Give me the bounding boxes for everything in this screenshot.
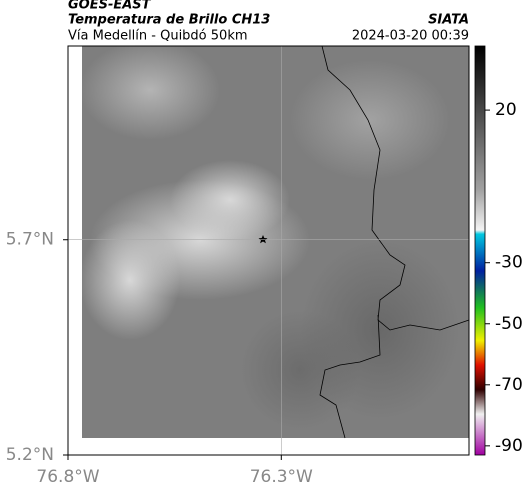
- colorbar-tick-label: -70: [495, 375, 523, 395]
- location-marker: [258, 235, 268, 244]
- colorbar-tick-label: -50: [495, 314, 523, 334]
- boundary: [319, 45, 470, 439]
- colorbar: [474, 45, 486, 456]
- x-tick-label: 76.8°W: [36, 467, 99, 487]
- source: SIATA: [428, 13, 469, 28]
- colorbar-tick-label: -30: [495, 253, 523, 273]
- subtitle: Temperatura de Brillo CH13: [68, 13, 270, 28]
- region: Vía Medellín - Quibdó 50km: [68, 29, 248, 44]
- y-tick-label: 5.7°N: [6, 230, 54, 250]
- x-tick-label: 76.3°W: [250, 467, 313, 487]
- satellite-image: [80, 40, 469, 438]
- timestamp: 2024-03-20 00:39: [352, 29, 469, 44]
- map-frame: [67, 45, 470, 456]
- title: GOES-EAST: [68, 0, 152, 13]
- colorbar-tick-label: 20: [495, 100, 517, 120]
- colorbar-tick-label: -90: [495, 436, 523, 456]
- y-tick-label: 5.2°N: [6, 445, 54, 465]
